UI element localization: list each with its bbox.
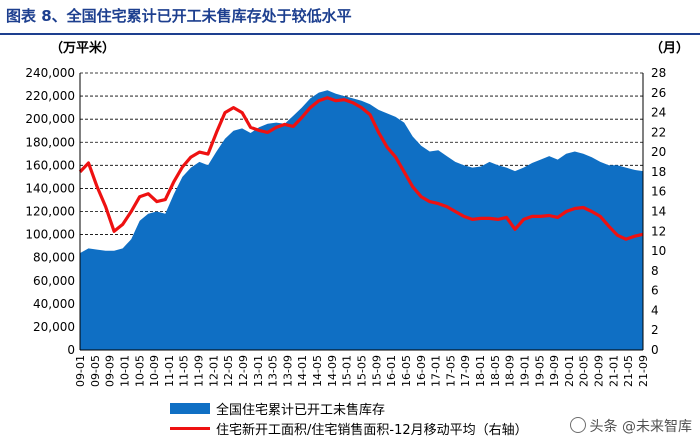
x-tick-label: 15-05 <box>356 355 369 387</box>
right-tick-label: 6 <box>651 284 659 298</box>
ratio-line-series <box>78 96 644 241</box>
x-tick-label: 10-01 <box>118 355 131 387</box>
inventory-area-series <box>80 90 643 351</box>
right-tick-label: 18 <box>651 165 666 179</box>
x-tick-label: 19-05 <box>533 355 546 387</box>
x-tick-label: 18-09 <box>504 355 517 387</box>
right-tick-label: 22 <box>651 125 666 139</box>
x-tick-label: 12-01 <box>207 355 220 387</box>
x-tick-label: 18-05 <box>489 355 502 387</box>
left-tick-label: 40,000 <box>33 297 75 311</box>
legend-label-inventory: 全国住宅累计已开工未售库存 <box>216 402 386 418</box>
x-tick-label: 09-09 <box>104 355 117 387</box>
right-tick-label: 0 <box>651 343 659 357</box>
left-tick-label: 240,000 <box>25 66 75 80</box>
x-tick-label: 13-05 <box>267 355 280 387</box>
right-tick-label: 28 <box>651 66 666 80</box>
left-tick-label: 20,000 <box>33 320 75 334</box>
x-tick-label: 21-09 <box>637 355 650 387</box>
x-tick-label: 16-01 <box>385 355 398 387</box>
x-tick-label: 20-01 <box>563 355 576 387</box>
legend-item-inventory: 全国住宅累计已开工未售库存 <box>170 398 528 418</box>
x-tick-label: 20-05 <box>578 355 591 387</box>
x-tick-label: 09-05 <box>89 355 102 387</box>
right-tick-label: 24 <box>651 106 666 120</box>
legend-item-ratio: 住宅新开工面积/住宅销售面积-12月移动平均（右轴） <box>170 418 528 438</box>
right-tick-label: 10 <box>651 244 666 258</box>
x-tick-label: 17-09 <box>459 355 472 387</box>
x-tick-label: 09-01 <box>74 355 87 387</box>
x-tick-label: 19-09 <box>548 355 561 387</box>
x-tick-label: 11-01 <box>163 355 176 387</box>
x-tick-label: 18-01 <box>474 355 487 387</box>
right-tick-label: 26 <box>651 86 666 100</box>
x-tick-label: 16-09 <box>415 355 428 387</box>
x-tick-label: 10-09 <box>148 355 161 387</box>
left-tick-label: 80,000 <box>33 251 75 265</box>
right-tick-label: 8 <box>651 264 659 278</box>
x-tick-label: 21-01 <box>607 355 620 387</box>
x-tick-label: 12-05 <box>222 355 235 387</box>
left-tick-label: 120,000 <box>25 205 75 219</box>
x-tick-label: 21-05 <box>622 355 635 387</box>
x-tick-label: 13-01 <box>252 355 265 387</box>
left-tick-label: 140,000 <box>25 181 75 195</box>
x-tick-label: 11-09 <box>193 355 206 387</box>
x-tick-label: 12-09 <box>237 355 250 387</box>
x-tick-label: 20-09 <box>593 355 606 387</box>
left-tick-label: 180,000 <box>25 135 75 149</box>
x-tick-label: 14-05 <box>311 355 324 387</box>
left-tick-label: 100,000 <box>25 228 75 242</box>
x-tick-label: 19-01 <box>519 355 532 387</box>
legend: 全国住宅累计已开工未售库存 住宅新开工面积/住宅销售面积-12月移动平均（右轴） <box>170 398 528 438</box>
right-tick-label: 16 <box>651 185 666 199</box>
x-tick-label: 17-01 <box>430 355 443 387</box>
right-axis-unit-label: （月） <box>650 40 689 56</box>
right-tick-label: 14 <box>651 205 666 219</box>
x-tick-label: 14-09 <box>326 355 339 387</box>
right-tick-label: 20 <box>651 145 666 159</box>
x-tick-label: 13-09 <box>281 355 294 387</box>
watermark: 头条 @未来智库 <box>566 416 692 436</box>
legend-swatch-line <box>170 426 210 430</box>
left-tick-label: 200,000 <box>25 112 75 126</box>
title-rule <box>0 33 700 35</box>
legend-label-ratio: 住宅新开工面积/住宅销售面积-12月移动平均（右轴） <box>216 422 528 438</box>
left-tick-label: 0 <box>67 343 75 357</box>
x-tick-label: 15-09 <box>370 355 383 387</box>
left-tick-label: 160,000 <box>25 158 75 172</box>
x-tick-label: 10-05 <box>133 355 146 387</box>
legend-swatch-area <box>170 402 210 414</box>
figure-title: 图表 8、全国住宅累计已开工未售库存处于较低水平 <box>6 7 352 25</box>
left-tick-label: 220,000 <box>25 89 75 103</box>
x-tick-label: 14-01 <box>296 355 309 387</box>
x-tick-label: 16-05 <box>400 355 413 387</box>
left-axis-unit-label: （万平米） <box>50 40 115 56</box>
x-tick-label: 11-05 <box>178 355 191 387</box>
right-tick-label: 12 <box>651 224 666 238</box>
right-tick-label: 4 <box>651 303 659 317</box>
x-tick-label: 17-05 <box>444 355 457 387</box>
watermark-text: 头条 @未来智库 <box>589 419 692 435</box>
x-tick-label: 15-01 <box>341 355 354 387</box>
right-tick-label: 2 <box>651 323 659 337</box>
watermark-logo-icon <box>569 417 586 433</box>
left-tick-label: 60,000 <box>33 274 75 288</box>
